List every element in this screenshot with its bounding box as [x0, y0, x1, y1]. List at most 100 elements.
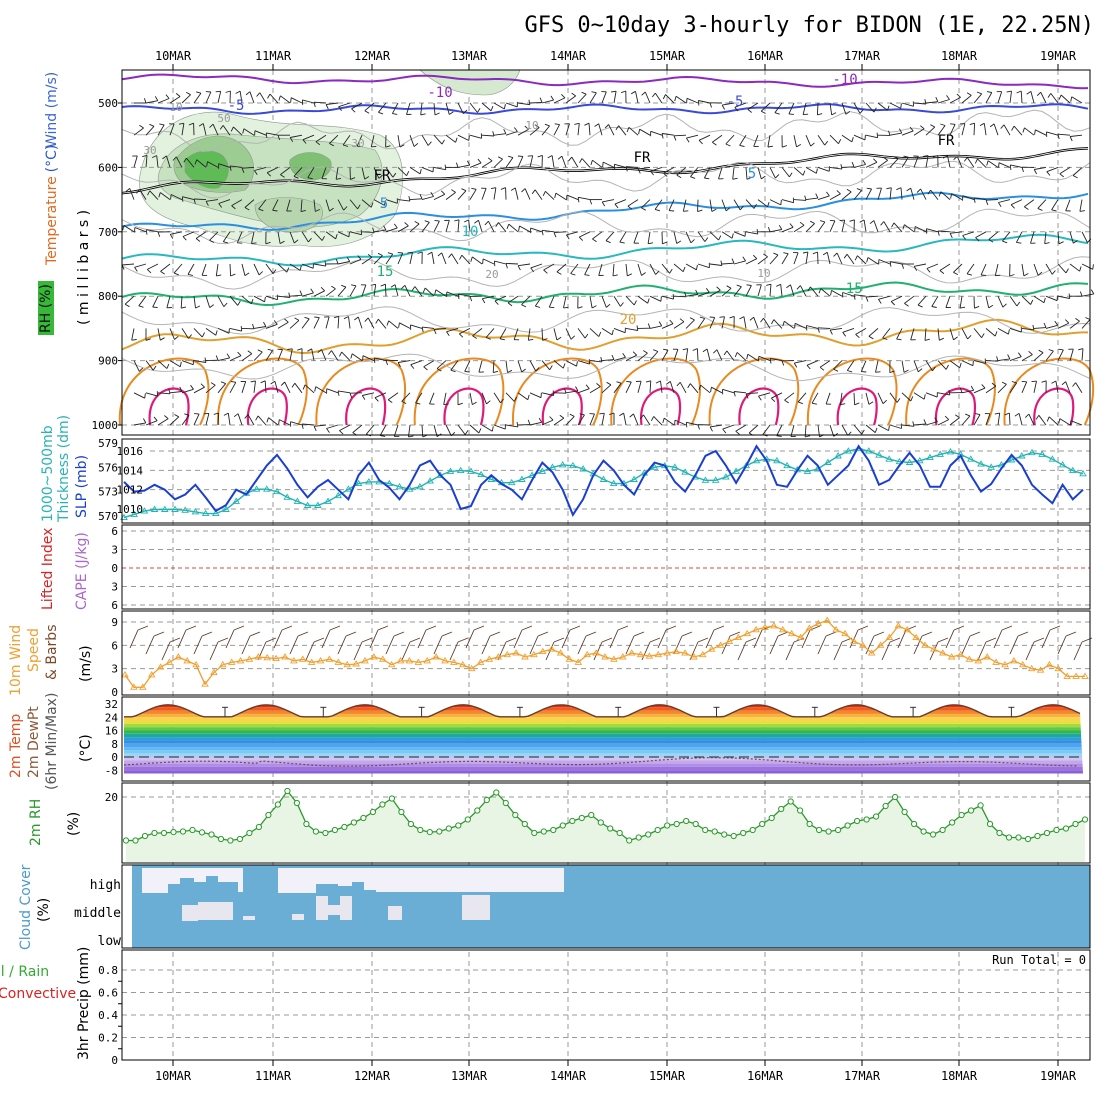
thickness-tick-label: 573	[98, 486, 118, 499]
surface-barb-flag	[1033, 637, 1045, 643]
wind-barb	[973, 123, 976, 136]
wind-barb-flag	[215, 355, 219, 361]
wind-barb-flag	[138, 305, 144, 308]
wind-barb	[1070, 420, 1083, 426]
wind-barb	[961, 123, 966, 136]
thickness-point	[865, 447, 873, 454]
wind-barb	[829, 220, 836, 232]
wind-barb-flag	[152, 306, 158, 309]
wind-barb	[697, 231, 706, 242]
wind-barb-flag	[168, 388, 171, 394]
date-label-top: 17MAR	[844, 49, 881, 63]
wind-barb-flag	[160, 337, 165, 341]
wind-barb	[1081, 319, 1091, 329]
wind-barb	[1035, 129, 1047, 136]
wind-barb	[748, 424, 759, 434]
wind-barb	[182, 231, 195, 237]
rh-point	[360, 814, 367, 822]
wind-barb-flag	[142, 154, 148, 158]
wind-barb	[673, 263, 684, 273]
wind-barb-flag	[1008, 329, 1010, 335]
wind-barb	[378, 102, 387, 113]
wind-barb	[878, 295, 891, 300]
wind-barb	[625, 327, 638, 331]
wind-barb	[1069, 348, 1074, 361]
slp-tick-label: 1014	[117, 464, 144, 477]
thickness-point	[252, 485, 261, 492]
wind-barb	[1037, 199, 1047, 209]
surface-barb	[465, 629, 475, 649]
surface-barb-flag	[585, 631, 597, 637]
wind-barb-flag	[640, 414, 644, 420]
wind-barb	[650, 130, 663, 136]
wind-barb	[385, 227, 398, 233]
wind-barb	[685, 263, 697, 271]
wind-barb-flag	[335, 233, 338, 240]
rh-label: RH (%)	[38, 284, 54, 333]
wind-barb	[889, 132, 902, 136]
wind-barb-flag	[343, 316, 349, 320]
wind-barb	[373, 167, 380, 179]
wind-barb-flag	[375, 318, 379, 324]
wind-barb	[961, 360, 974, 367]
mid-cloud	[388, 906, 402, 920]
wind-barb-flag	[328, 350, 332, 355]
rh-point	[312, 828, 319, 835]
wind-barb-flag	[240, 326, 243, 332]
wind-barb	[745, 231, 758, 235]
wind-barb-flag	[576, 361, 578, 367]
wind-barb-flag	[288, 292, 291, 298]
wind-barb	[716, 349, 723, 361]
wind-barb-flag	[308, 237, 312, 243]
wind-barb	[793, 135, 797, 147]
wind-barb	[770, 358, 783, 362]
wind-barb	[893, 222, 903, 233]
wind-barb-flag	[449, 111, 454, 115]
wind-barb	[399, 322, 411, 329]
wind-barb-flag	[469, 296, 473, 302]
surface-barb-flag	[985, 637, 997, 643]
rh-point	[920, 828, 927, 835]
wind-barb	[498, 222, 507, 233]
wind-barbs-label: & Barbs	[44, 625, 60, 681]
wind-barb-flag	[521, 188, 526, 193]
wind-barb	[202, 123, 207, 136]
wind-barb-flag	[637, 168, 641, 174]
wind-barb-flag	[846, 188, 852, 193]
wind-barb-flag	[205, 201, 209, 206]
wind-barb	[718, 167, 723, 180]
wind-barb-flag	[503, 104, 506, 110]
wind-barb	[277, 263, 288, 273]
wind-barb-flag	[723, 350, 728, 356]
wind-barb	[341, 351, 351, 361]
wind-speed-point	[627, 649, 636, 656]
thickness-point	[977, 460, 985, 467]
wind-barb	[409, 135, 415, 147]
wind-barb-flag	[301, 423, 304, 429]
precip-gridlines	[122, 969, 1090, 1038]
wind-barb-flag	[230, 126, 234, 132]
wind-barb-flag	[944, 415, 950, 420]
wind-barb-flag	[805, 435, 811, 438]
rh-point	[787, 798, 794, 805]
wind-barb-flag	[535, 305, 541, 308]
date-label-top: 16MAR	[747, 49, 784, 63]
wind-barb	[674, 419, 687, 426]
wind-barb	[157, 360, 168, 369]
wind-barb	[457, 219, 460, 232]
wind-barb	[222, 231, 231, 242]
wind-speed-point	[370, 653, 378, 660]
wind-barb-flag	[146, 269, 152, 274]
wind-barb-flag	[734, 352, 738, 358]
wind-barb	[469, 102, 478, 113]
wind-barb-flag	[464, 370, 470, 373]
wind-barb-flag	[497, 156, 503, 160]
wind-barb	[565, 328, 572, 340]
wind-barb-flag	[190, 384, 194, 390]
precip-panel: 0.80.60.40.20 Run Total = 0 Total / Rain…	[0, 947, 1091, 1067]
wind-barb-flag	[811, 402, 817, 405]
wind-barb	[433, 327, 447, 330]
surface-barb	[433, 635, 443, 655]
wind-barb-flag	[939, 270, 945, 274]
wind-barb-flag	[663, 348, 669, 351]
